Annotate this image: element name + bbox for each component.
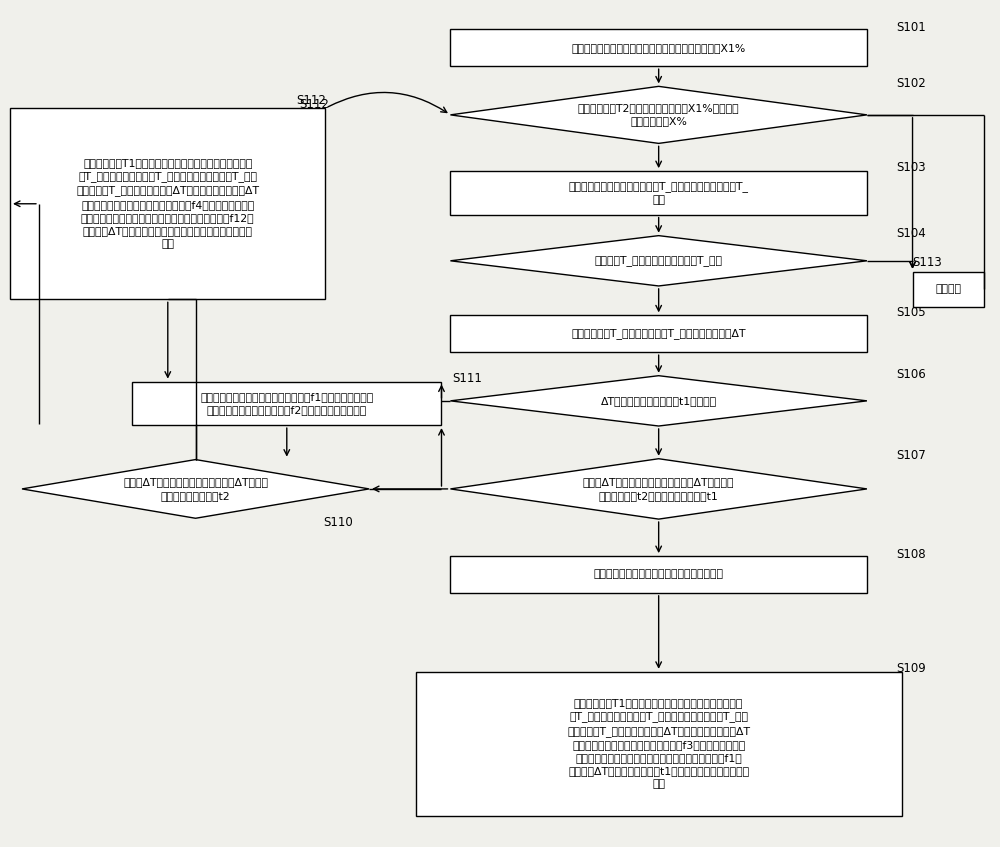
FancyBboxPatch shape xyxy=(132,381,441,425)
Text: 继续运行: 继续运行 xyxy=(935,285,961,294)
Text: S106: S106 xyxy=(897,368,926,381)
Text: 第一预设时间T1之后，再次检测室内机的出风口的出风温
度T_出风，获取露点温度T_露点，并计算出风温度T_出风
与露点温度T_露点之间的温度差ΔT；如果此时的温: 第一预设时间T1之后，再次检测室内机的出风口的出风温 度T_出风，获取露点温度T… xyxy=(567,699,750,789)
Text: S112: S112 xyxy=(300,98,330,111)
Polygon shape xyxy=(450,459,867,519)
FancyBboxPatch shape xyxy=(450,171,867,214)
Polygon shape xyxy=(450,376,867,426)
Text: S105: S105 xyxy=(897,307,926,319)
FancyBboxPatch shape xyxy=(450,315,867,352)
FancyBboxPatch shape xyxy=(450,30,867,66)
Text: S111: S111 xyxy=(452,372,482,385)
Text: S101: S101 xyxy=(897,21,926,34)
Text: S113: S113 xyxy=(913,256,942,269)
Text: 检测室内机的出风口的出风温度T_出风，并获取露点温度T_
露点: 检测室内机的出风口的出风温度T_出风，并获取露点温度T_ 露点 xyxy=(569,180,749,205)
FancyBboxPatch shape xyxy=(450,556,867,593)
Text: 温度差ΔT是否满足第二凝露条件，即ΔT是否小
于等于第二温度阈值t2: 温度差ΔT是否满足第二凝露条件，即ΔT是否小 于等于第二温度阈值t2 xyxy=(123,478,268,501)
Text: S102: S102 xyxy=(897,76,926,90)
Text: S103: S103 xyxy=(897,161,926,174)
Text: 计算出风温度T_出风与露点温度T_露点之间的温度差ΔT: 计算出风温度T_出风与露点温度T_露点之间的温度差ΔT xyxy=(571,329,746,339)
Text: 增加室内风机的转速或降低压缩机的运行频率: 增加室内风机的转速或降低压缩机的运行频率 xyxy=(594,569,724,579)
Text: 温度差ΔT是否满足第一凝露条件，即ΔT是否大于
第二温度阈值t2且小于第一温度阈值t1: 温度差ΔT是否满足第一凝露条件，即ΔT是否大于 第二温度阈值t2且小于第一温度阈… xyxy=(583,478,734,501)
Text: 增加室内风机的转速且以第一频率阈值f1降低压缩机的运行
频率，或者，以第二频率阈值f2降低压缩机的运行频率: 增加室内风机的转速且以第一频率阈值f1降低压缩机的运行 频率，或者，以第二频率阈… xyxy=(200,392,373,415)
Text: S112: S112 xyxy=(297,94,327,107)
Text: ΔT是否大于第一温度阈值t1且小于零: ΔT是否大于第一温度阈值t1且小于零 xyxy=(601,396,717,406)
FancyBboxPatch shape xyxy=(416,672,902,816)
Text: 出风温度T_出风是否小于露点温度T_露点: 出风温度T_出风是否小于露点温度T_露点 xyxy=(595,255,723,266)
Text: 在空调器开启并进行制冷运行后，持续检测室内湿度X1%: 在空调器开启并进行制冷运行后，持续检测室内湿度X1% xyxy=(572,43,746,53)
Text: S108: S108 xyxy=(897,548,926,561)
FancyBboxPatch shape xyxy=(10,108,325,299)
Text: 第二预设时间T2后检测到的室内湿度X1%是否大于
第一湿度阈值X%: 第二预设时间T2后检测到的室内湿度X1%是否大于 第一湿度阈值X% xyxy=(578,103,739,126)
Text: S110: S110 xyxy=(323,516,353,529)
Polygon shape xyxy=(22,460,369,518)
Polygon shape xyxy=(450,235,867,286)
Polygon shape xyxy=(450,86,867,143)
Text: 第一预设时间T1之后，再次检测室内机的出风口的出风温
度T_出风，获取露点温度T_露点，并计算出风温度T_出风
与露点温度T_露点之间的温度差ΔT；如果此时的温: 第一预设时间T1之后，再次检测室内机的出风口的出风温 度T_出风，获取露点温度T… xyxy=(76,158,259,249)
Text: S109: S109 xyxy=(897,662,926,675)
Text: S104: S104 xyxy=(897,228,926,241)
FancyBboxPatch shape xyxy=(913,272,984,307)
Text: S107: S107 xyxy=(897,449,926,462)
